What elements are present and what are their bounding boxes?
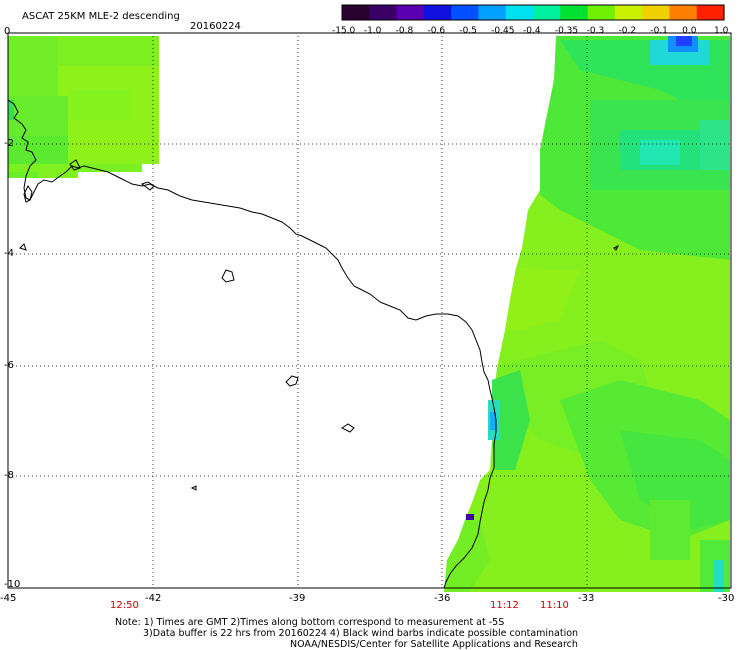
y-tick-label: -4 bbox=[4, 248, 14, 259]
pass-time-label: 12:50 bbox=[110, 600, 139, 611]
colorbar-tick-label: -0.2 bbox=[618, 26, 637, 36]
y-tick-label: 0 bbox=[4, 26, 11, 37]
colorbar-tick-label: -0.1 bbox=[650, 26, 668, 36]
product-date: 20160224 bbox=[190, 21, 241, 32]
y-tick-label: -10 bbox=[4, 579, 21, 590]
x-tick-label: -36 bbox=[434, 593, 451, 604]
colorbar-swatch bbox=[423, 5, 452, 20]
colorbar-tick-label: -0.45 bbox=[491, 26, 515, 36]
data-swath-northwest bbox=[8, 36, 159, 178]
colorbar-frame bbox=[341, 4, 725, 21]
colorbar-swatch bbox=[478, 5, 507, 20]
colorbar-swatch bbox=[614, 5, 643, 20]
colorbar-swatch bbox=[560, 5, 589, 20]
x-tick-label: -33 bbox=[578, 593, 595, 604]
colorbar-tick-label: -0.8 bbox=[395, 26, 414, 36]
data-swath-east bbox=[444, 36, 730, 592]
colorbar-tick-label: 0.0 bbox=[682, 26, 697, 36]
colorbar-tick-label: -1.0 bbox=[363, 26, 382, 36]
note-line: NOAA/NESDIS/Center for Satellite Applica… bbox=[290, 639, 578, 650]
y-tick-label: -8 bbox=[4, 470, 14, 481]
colorbar-swatch bbox=[342, 5, 370, 20]
coastline bbox=[7, 99, 620, 589]
x-tick-label: -45 bbox=[0, 593, 17, 604]
x-tick-label: -42 bbox=[145, 593, 162, 604]
graticule bbox=[8, 36, 731, 588]
colorbar-tick-label: 1.0 bbox=[714, 26, 729, 36]
colorbar-swatch bbox=[696, 5, 725, 20]
colorbar-swatch bbox=[451, 5, 480, 20]
x-tick-label: -30 bbox=[718, 593, 735, 604]
product-title: ASCAT 25KM MLE-2 descending bbox=[22, 11, 180, 22]
colorbar-swatch bbox=[669, 5, 698, 20]
colorbar-tick-label: -0.35 bbox=[554, 26, 579, 36]
colorbar bbox=[341, 4, 725, 21]
y-tick-label: -2 bbox=[4, 138, 14, 149]
colorbar-tick-label: -0.4 bbox=[523, 26, 541, 36]
colorbar-tick-label: -0.3 bbox=[586, 26, 605, 36]
colorbar-swatch bbox=[505, 5, 534, 20]
note-line: 3)Data buffer is 22 hrs from 20160224 4)… bbox=[143, 628, 579, 639]
pass-time-label: 11:10 bbox=[540, 600, 569, 611]
colorbar-swatch bbox=[396, 5, 425, 20]
colorbar-tick-label: -15.0 bbox=[332, 26, 356, 36]
x-tick-label: -39 bbox=[289, 593, 306, 604]
note-line: Note: 1) Times are GMT 2)Times along bot… bbox=[115, 617, 505, 628]
colorbar-tick-label: -0.6 bbox=[427, 26, 446, 36]
colorbar-swatch bbox=[587, 5, 616, 20]
colorbar-tick-label: -0.5 bbox=[459, 26, 477, 36]
y-tick-label: -6 bbox=[4, 360, 14, 371]
map-frame bbox=[7, 32, 732, 589]
colorbar-swatch bbox=[642, 5, 671, 20]
colorbar-swatch bbox=[533, 5, 561, 20]
pass-time-label: 11:12 bbox=[490, 600, 519, 611]
colorbar-swatch bbox=[369, 5, 398, 20]
